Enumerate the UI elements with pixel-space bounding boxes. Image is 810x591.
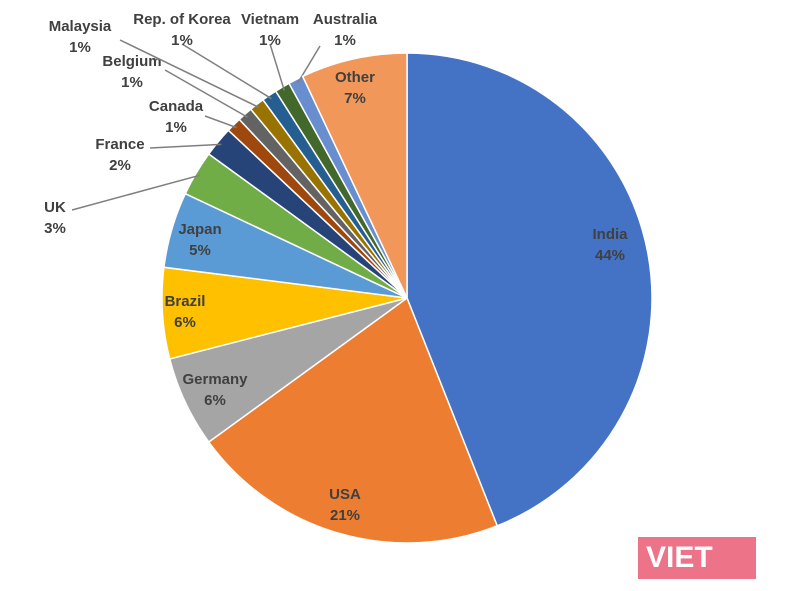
slice-label: Brazil <box>165 293 206 310</box>
slice-value-label: 2% <box>109 157 131 174</box>
slice-label: USA <box>329 486 361 503</box>
slice-value-label: 1% <box>165 119 187 136</box>
leader-line <box>119 39 260 109</box>
leader-line <box>164 69 248 118</box>
slice-label: Malaysia <box>49 18 112 35</box>
slice-label: Canada <box>149 98 204 115</box>
slice-value-label: 1% <box>171 32 193 49</box>
leader-line <box>296 45 321 84</box>
slice-value-label: 44% <box>595 247 625 264</box>
slice-label: Vietnam <box>241 11 299 28</box>
pie-slice <box>406 52 653 527</box>
logo-text: VIET <box>646 541 713 574</box>
watermark-logo: VIET <box>638 537 756 579</box>
slice-value-label: 21% <box>330 507 360 524</box>
slice-value-label: 1% <box>334 32 356 49</box>
slice-value-label: 7% <box>344 90 366 107</box>
leader-line <box>149 143 222 149</box>
leader-line <box>204 115 237 129</box>
slice-value-label: 6% <box>204 392 226 409</box>
pie-slice <box>207 296 499 544</box>
slice-label: Rep. of Korea <box>133 11 231 28</box>
slice-label: Belgium <box>102 53 161 70</box>
leader-line <box>269 43 286 91</box>
slice-value-label: 1% <box>259 32 281 49</box>
slice-value-label: 1% <box>121 74 143 91</box>
pie-slice <box>301 52 408 299</box>
slice-label: Other <box>335 69 375 86</box>
slice-value-label: 1% <box>69 39 91 56</box>
slice-label: Australia <box>313 11 378 28</box>
leader-line <box>181 43 272 100</box>
slice-label: France <box>95 136 144 153</box>
logo-box <box>638 537 756 579</box>
slice-label: UK <box>44 199 66 216</box>
slice-value-label: 3% <box>44 220 66 237</box>
slice-value-label: 5% <box>189 242 211 259</box>
leader-line <box>71 174 200 211</box>
slice-label: Japan <box>178 221 221 238</box>
slice-label: India <box>592 226 628 243</box>
slice-value-label: 6% <box>174 314 196 331</box>
slice-label: Germany <box>182 371 248 388</box>
